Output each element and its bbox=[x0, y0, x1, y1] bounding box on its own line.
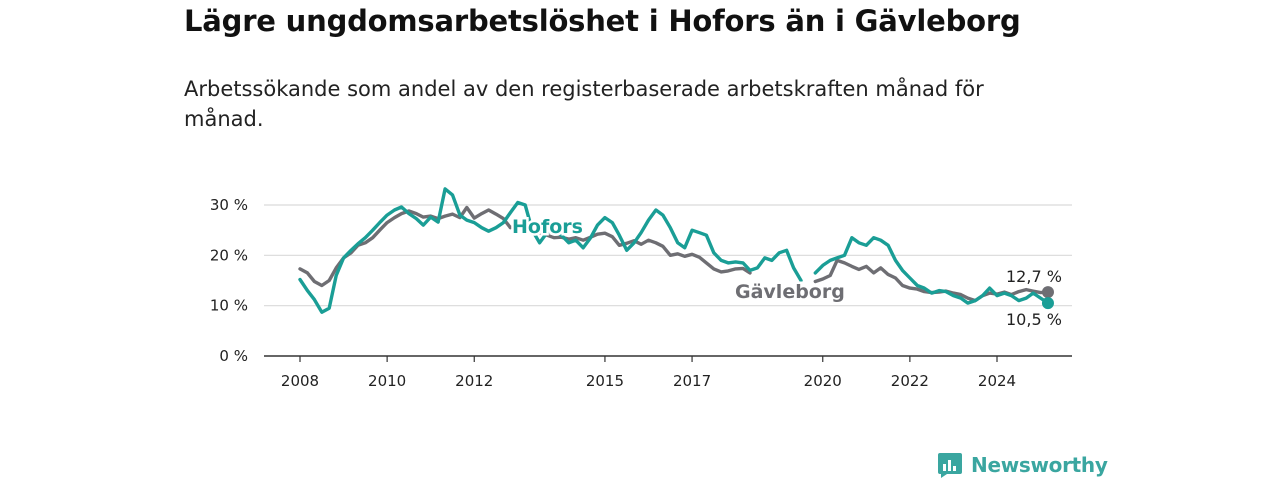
end-point-hofors bbox=[1041, 297, 1054, 310]
newsworthy-logo-icon bbox=[938, 453, 962, 478]
x-tick-label: 2010 bbox=[368, 372, 406, 390]
x-tick-label: 2008 bbox=[281, 372, 319, 390]
x-tick-label: 2015 bbox=[586, 372, 624, 390]
brand-name: Newsworthy bbox=[971, 453, 1108, 477]
series-label-gavleborg: Gävleborg bbox=[735, 281, 845, 303]
newsworthy-brand: Newsworthy bbox=[937, 449, 1108, 481]
end-label-hofors: 10,5 % bbox=[1006, 310, 1062, 329]
x-tick-label: 2017 bbox=[673, 372, 711, 390]
series-lines bbox=[298, 187, 1054, 314]
end-label-gavleborg: 12,7 % bbox=[1006, 267, 1062, 286]
y-tick-label: 20 % bbox=[210, 246, 248, 264]
x-tick-label: 2024 bbox=[978, 372, 1016, 390]
y-tick-label: 10 % bbox=[210, 297, 248, 315]
series-line-hofors bbox=[298, 187, 1050, 314]
y-tick-label: 0 % bbox=[219, 347, 248, 365]
series-line-gavleborg bbox=[298, 205, 1050, 303]
chart-subtitle: Arbetssökande som andel av den registerb… bbox=[184, 77, 984, 131]
y-tick-label: 30 % bbox=[210, 196, 248, 214]
end-point-gavleborg bbox=[1041, 286, 1054, 299]
x-tick-label: 2022 bbox=[891, 372, 929, 390]
series-labels: Hofors Gävleborg 12,7 % 10,5 % bbox=[510, 214, 1062, 330]
x-tick-label: 2020 bbox=[804, 372, 842, 390]
x-tick-label: 2012 bbox=[455, 372, 493, 390]
gridlines bbox=[264, 204, 1072, 307]
axes: 0 % 10 % 20 % 30 % 2008 2010 2012 2015 2017 2020 2… bbox=[210, 196, 1072, 390]
chart-title: Lägre ungdomsarbetslöshet i Hofors än i … bbox=[184, 4, 1021, 38]
series-label-hofors: Hofors bbox=[512, 216, 583, 238]
